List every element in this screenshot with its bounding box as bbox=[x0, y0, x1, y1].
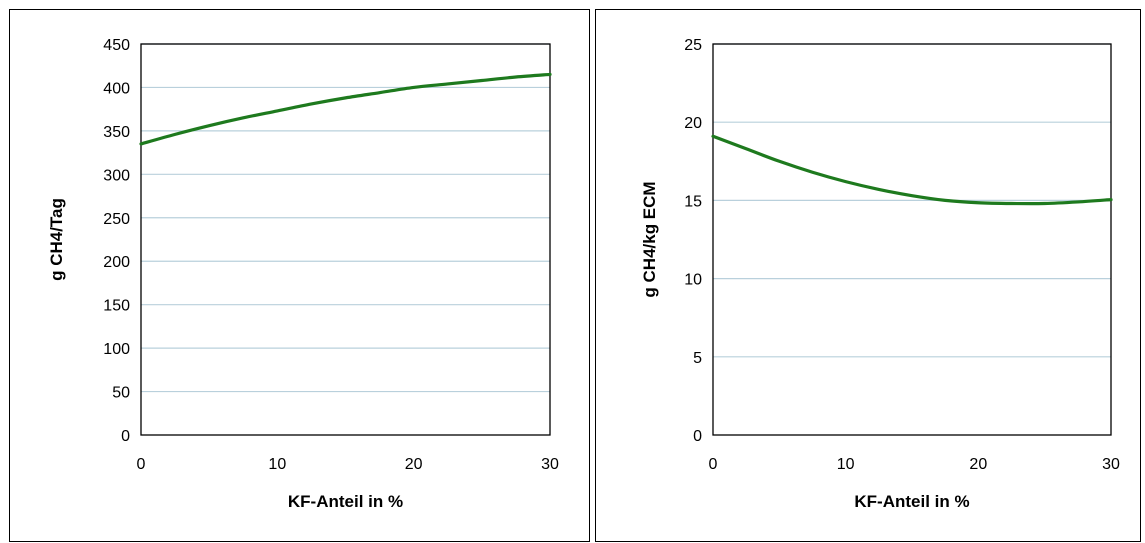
y-tick-label: 350 bbox=[103, 124, 130, 141]
plot-area-frame bbox=[140, 43, 551, 436]
y-tick-label: 450 bbox=[103, 37, 130, 54]
x-tick-label: 30 bbox=[541, 456, 559, 473]
y-tick-label: 10 bbox=[684, 272, 702, 289]
y-tick-label: 0 bbox=[121, 428, 130, 445]
y-tick-label: 150 bbox=[103, 298, 130, 315]
x-tick-label: 10 bbox=[268, 456, 286, 473]
x-axis-title: KF-Anteil in % bbox=[854, 492, 969, 511]
y-tick-label: 15 bbox=[684, 193, 702, 210]
panel-divider bbox=[590, 9, 595, 542]
chart-panel-methane-per-day: 0 50 100 150 200 250 300 350 400 450 0 10 20 30 g CH4/… bbox=[9, 9, 590, 542]
y-tick-label: 50 bbox=[112, 385, 130, 402]
x-tick-label: 20 bbox=[405, 456, 423, 473]
y-tick-label: 5 bbox=[693, 350, 702, 367]
y-tick-label: 25 bbox=[684, 37, 702, 54]
y-tick-label: 250 bbox=[103, 211, 130, 228]
plot-area-frame bbox=[712, 43, 1112, 436]
x-tick-label: 10 bbox=[837, 456, 855, 473]
y-tick-label: 100 bbox=[103, 341, 130, 358]
chart-svg-methane-per-ecm: 0 5 10 15 20 25 0 10 20 30 g CH4/kg ECM KF-Anteil i… bbox=[640, 37, 1120, 511]
series-line-methane-per-ecm bbox=[711, 134, 1113, 206]
y-tick-label: 300 bbox=[103, 167, 130, 184]
y-tick-label: 0 bbox=[693, 428, 702, 445]
chart-svg-methane-per-day: 0 50 100 150 200 250 300 350 400 450 0 10 20 30 g CH4/… bbox=[47, 37, 559, 511]
series-line-methane-per-day bbox=[139, 72, 552, 146]
chart-panel-methane-per-ecm: 0 5 10 15 20 25 0 10 20 30 g CH4/kg ECM KF-Anteil i… bbox=[595, 9, 1141, 542]
x-tick-label: 30 bbox=[1102, 456, 1120, 473]
x-axis-title: KF-Anteil in % bbox=[288, 492, 403, 511]
x-tick-label: 0 bbox=[709, 456, 718, 473]
x-tick-label: 20 bbox=[969, 456, 987, 473]
y-tick-label: 400 bbox=[103, 80, 130, 97]
y-tick-label: 200 bbox=[103, 254, 130, 271]
y-axis-title: g CH4/Tag bbox=[47, 198, 66, 281]
y-axis-title: g CH4/kg ECM bbox=[640, 181, 659, 297]
x-tick-label: 0 bbox=[137, 456, 146, 473]
y-tick-label: 20 bbox=[684, 115, 702, 132]
